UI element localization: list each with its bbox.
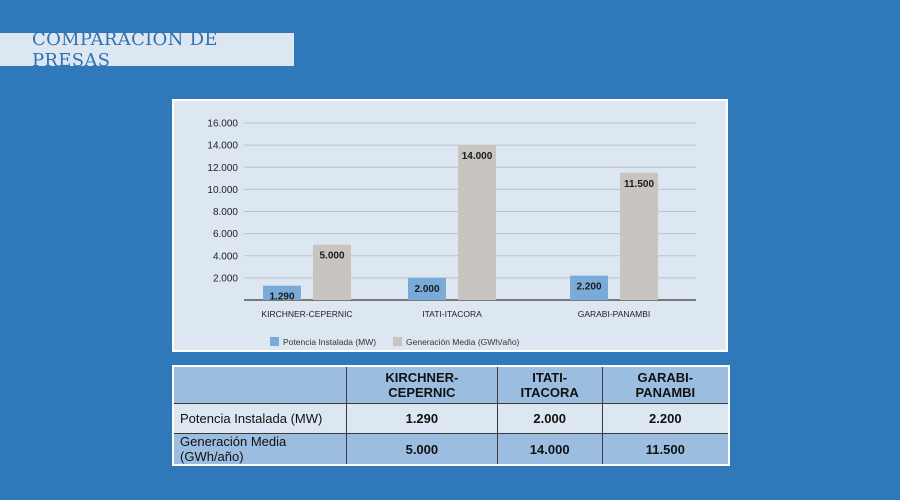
table-cell: 2.200 <box>601 403 730 434</box>
row-label: Potencia Instalada (MW) <box>172 403 347 434</box>
data-label: 2.000 <box>414 284 439 295</box>
y-tick-label: 10.000 <box>207 185 238 196</box>
legend-swatch <box>393 337 402 346</box>
bar-chart: 2.000 4.000 6.000 8.000 10.000 12.000 14.000 16… <box>207 119 696 347</box>
data-label: 2.200 <box>576 282 601 293</box>
data-label: 11.500 <box>624 179 654 190</box>
page-title-box: COMPARACION DE PRESAS <box>0 29 294 71</box>
category-label: ITATI-ITACORA <box>422 309 482 319</box>
data-label: 14.000 <box>462 151 493 162</box>
table-cell: 5.000 <box>346 433 498 466</box>
y-tick-label: 14.000 <box>207 141 238 152</box>
bar-potencia <box>408 277 446 300</box>
y-tick-label: 6.000 <box>213 229 238 240</box>
table-row: Potencia Instalada (MW) 1.290 2.000 2.20… <box>172 403 730 434</box>
bar-potencia <box>570 275 608 300</box>
legend-label: Generación Media (GWh/año) <box>406 337 520 347</box>
table-header-kirchner: KIRCHNER-CEPERNIC <box>346 365 498 404</box>
table-header-garabi: GARABI-PANAMBI <box>601 365 730 404</box>
table-header-row: KIRCHNER-CEPERNIC ITATI-ITACORA GARABI-P… <box>172 365 730 404</box>
table-cell: 1.290 <box>346 403 498 434</box>
y-tick-label: 4.000 <box>213 251 238 262</box>
table-header-itati: ITATI-ITACORA <box>496 365 603 404</box>
legend-label: Potencia Instalada (MW) <box>283 337 376 347</box>
bar-potencia <box>263 285 301 300</box>
page-title: COMPARACION DE PRESAS <box>32 28 218 71</box>
y-tick-label: 8.000 <box>213 207 238 218</box>
table-cell: 2.000 <box>496 403 603 434</box>
category-label: GARABI-PANAMBI <box>578 309 651 319</box>
bar-generacion <box>313 244 351 300</box>
bar-generacion <box>620 172 658 300</box>
bar-generacion <box>458 145 496 300</box>
table-cell: 11.500 <box>601 433 730 466</box>
chart-panel: 2.000 4.000 6.000 8.000 10.000 12.000 14.000 16… <box>172 99 728 352</box>
category-label: KIRCHNER-CEPERNIC <box>261 309 352 319</box>
y-tick-label: 12.000 <box>207 163 238 174</box>
y-tick-label: 2.000 <box>213 273 238 284</box>
data-label: 5.000 <box>319 251 344 262</box>
table-cell: 14.000 <box>496 433 603 466</box>
data-label: 1.290 <box>269 292 294 303</box>
row-label: Generación Media (GWh/año) <box>172 433 347 466</box>
table-row: Generación Media (GWh/año) 5.000 14.000 … <box>172 433 730 466</box>
table-header-corner <box>172 365 347 404</box>
legend-swatch <box>270 337 279 346</box>
comparison-table: KIRCHNER-CEPERNIC ITATI-ITACORA GARABI-P… <box>172 365 730 466</box>
y-tick-label: 16.000 <box>207 119 238 130</box>
